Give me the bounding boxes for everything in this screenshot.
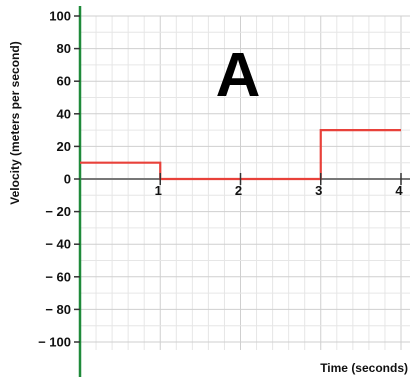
x-tick-label: 4 [395,183,403,198]
grid [80,15,410,350]
chart-annotation-letter: A [216,41,261,110]
y-axis-label: Velocity (meters per second) [8,41,22,204]
y-tick-label: − 100 [38,335,71,350]
x-tick-label: 1 [155,183,162,198]
y-tick-label: 40 [57,106,71,121]
y-tick-label: 100 [49,9,71,24]
tick-labels: 100 80 60 40 20 0 − 20 − 40 − 60 − 80 − 100 1 2 3 4 [38,9,403,350]
y-tick-label: 60 [57,74,71,89]
y-tick-label: 80 [57,41,71,56]
x-tick-label: 3 [315,183,322,198]
y-tick-label: − 60 [45,269,71,284]
y-tick-label: − 20 [45,204,71,219]
y-tick-label: 0 [64,172,71,187]
x-tick-label: 2 [235,183,242,198]
y-tick-label: − 40 [45,237,71,252]
y-tick-label: − 80 [45,302,71,317]
y-tick-label: 20 [57,139,71,154]
x-axis-label: Time (seconds) [320,361,408,375]
